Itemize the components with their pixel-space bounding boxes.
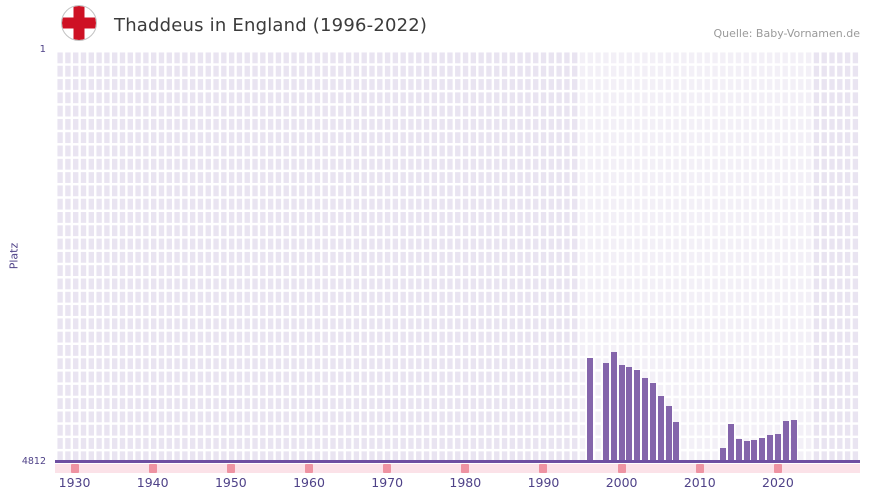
bar-2004 [649,383,656,462]
y-tick-label-top: 1 [39,44,46,55]
x-axis-label: 1990 [527,475,560,490]
x-axis-line [55,460,860,463]
bar-1998 [602,363,609,462]
y-tick-label-bottom: 4812 [21,456,46,467]
plot-area [55,50,860,462]
bar-2001 [626,366,633,462]
x-axis-tick [539,464,548,473]
x-axis-label: 1980 [449,475,482,490]
x-axis-label: 1930 [58,475,91,490]
bar-2020 [774,433,781,462]
x-axis-tick [617,464,626,473]
bar-2022 [790,419,797,462]
chart-title: Thaddeus in England (1996-2022) [114,15,428,36]
y-axis-title: Platz [7,242,21,270]
x-axis-label: 1970 [371,475,404,490]
bars-layer [55,50,860,462]
x-axis-label: 2010 [683,475,716,490]
x-axis-tick [695,464,704,473]
x-axis-band [55,464,860,473]
bar-2016 [743,441,750,462]
x-axis-tick [461,464,470,473]
x-axis-tick [226,464,235,473]
bar-1996 [587,358,594,462]
x-axis-tick [383,464,392,473]
bar-1999 [610,352,617,462]
bar-2000 [618,365,625,462]
bar-2014 [728,424,735,462]
bar-2002 [634,370,641,462]
x-axis-tick [305,464,313,473]
bar-2007 [673,422,680,462]
x-axis-label: 2020 [762,475,794,490]
x-axis-label: 1950 [214,475,247,490]
x-axis-tick [148,464,157,473]
bar-2018 [759,437,766,462]
x-axis-label: 1940 [136,475,169,490]
bar-2017 [751,440,758,462]
england-flag-icon [60,4,98,42]
bar-2005 [657,395,664,462]
x-axis-label: 2000 [605,475,638,490]
data-period-highlight [578,50,814,462]
bar-2015 [735,438,742,462]
x-axis-tick [773,464,782,473]
source-attribution: Quelle: Baby-Vornamen.de [713,27,860,40]
bar-2019 [767,435,774,462]
x-axis-tick [70,464,79,473]
x-axis-labels: 1930 1940 1950 1960 1970 1980 1990 2000 2010 2020 [55,475,860,493]
bar-2003 [642,377,649,462]
bar-2006 [665,406,672,462]
x-axis-label: 1960 [293,475,325,490]
bar-2021 [782,420,789,462]
bar-2013 [720,448,727,462]
